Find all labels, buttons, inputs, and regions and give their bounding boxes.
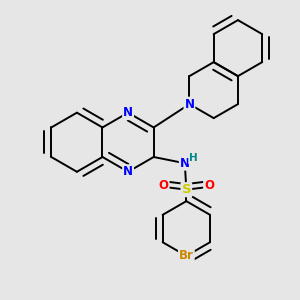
Text: S: S	[182, 183, 191, 196]
Text: N: N	[123, 165, 133, 178]
Text: N: N	[184, 98, 194, 111]
Text: O: O	[204, 179, 214, 192]
Text: H: H	[189, 153, 198, 163]
Text: N: N	[180, 157, 190, 170]
Text: Br: Br	[179, 249, 194, 262]
Text: O: O	[159, 179, 169, 192]
Text: N: N	[123, 106, 133, 119]
